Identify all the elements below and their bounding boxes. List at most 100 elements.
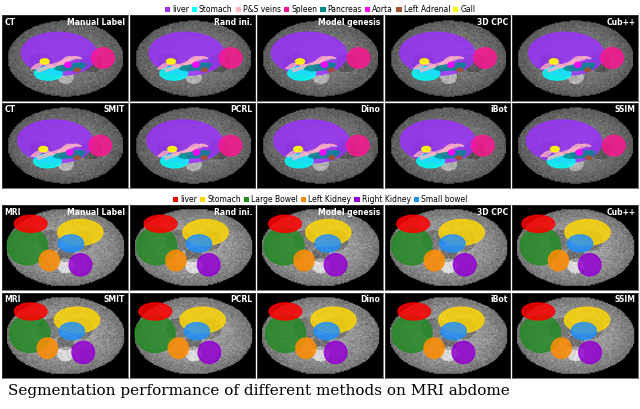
Polygon shape [328,156,335,159]
Polygon shape [400,32,476,75]
Text: iBot: iBot [491,295,508,304]
Polygon shape [420,144,457,160]
Text: SMIT: SMIT [104,106,125,115]
Polygon shape [564,151,595,158]
Polygon shape [264,227,304,265]
Polygon shape [320,150,326,155]
Polygon shape [54,151,85,158]
Polygon shape [584,68,591,72]
Polygon shape [424,250,444,271]
Polygon shape [441,323,466,339]
Polygon shape [161,154,188,168]
Text: Model genesis: Model genesis [318,18,380,27]
Polygon shape [92,48,115,68]
Polygon shape [193,150,200,155]
Polygon shape [293,144,330,160]
Polygon shape [266,315,306,353]
Polygon shape [74,156,80,159]
Polygon shape [550,59,558,64]
Text: Dino: Dino [360,106,380,115]
Polygon shape [392,227,432,265]
Polygon shape [565,220,610,245]
Text: PCRL: PCRL [230,106,253,115]
Polygon shape [168,146,177,152]
Polygon shape [69,254,92,276]
Polygon shape [14,215,47,232]
Polygon shape [269,303,301,320]
Polygon shape [306,220,351,245]
Text: Cub++: Cub++ [607,208,636,217]
Polygon shape [550,146,559,152]
Polygon shape [579,342,602,364]
Polygon shape [7,227,47,265]
Legend: liver, Stomach, P&S veins, Spleen, Pancreas, Aorta, Left Adrenal, Gall: liver, Stomach, P&S veins, Spleen, Pancr… [164,4,476,15]
Polygon shape [324,342,347,364]
Polygon shape [288,67,316,80]
Polygon shape [296,59,305,64]
Polygon shape [586,156,591,159]
Text: Rand ini.: Rand ini. [214,208,253,217]
Polygon shape [576,150,582,155]
Polygon shape [440,235,465,252]
Polygon shape [10,315,50,353]
Polygon shape [449,150,455,155]
Text: Manual Label: Manual Label [67,18,125,27]
Polygon shape [564,307,610,333]
Text: Segmentation performance of different methods on MRI abdome: Segmentation performance of different me… [8,384,510,398]
Polygon shape [166,250,186,271]
Polygon shape [321,62,328,67]
Polygon shape [422,146,431,152]
Polygon shape [551,338,572,358]
Polygon shape [397,215,429,232]
Polygon shape [294,146,303,152]
Polygon shape [452,342,475,364]
Text: 3D CPC: 3D CPC [477,18,508,27]
Polygon shape [474,48,496,68]
Polygon shape [219,135,242,156]
Polygon shape [304,63,336,71]
Polygon shape [602,135,625,156]
Polygon shape [435,63,466,71]
Polygon shape [439,220,484,245]
Polygon shape [136,227,177,265]
Polygon shape [311,307,356,333]
Polygon shape [58,235,84,252]
Polygon shape [274,120,349,163]
Polygon shape [543,67,571,80]
Polygon shape [201,156,207,159]
Polygon shape [457,68,463,72]
Polygon shape [575,62,581,67]
Polygon shape [58,220,103,245]
Polygon shape [18,120,93,163]
Polygon shape [315,235,340,252]
Polygon shape [197,254,220,276]
Polygon shape [166,57,202,72]
Polygon shape [22,32,97,75]
Polygon shape [420,57,457,72]
Polygon shape [520,315,561,353]
Polygon shape [296,338,316,358]
Polygon shape [186,235,212,252]
Polygon shape [568,235,593,252]
Polygon shape [456,156,462,159]
Text: MRI: MRI [4,208,21,217]
Polygon shape [520,227,561,265]
Polygon shape [35,67,62,80]
Polygon shape [54,307,100,333]
Text: 3D CPC: 3D CPC [477,208,508,217]
Polygon shape [38,144,74,160]
Polygon shape [348,48,370,68]
Polygon shape [198,342,221,364]
Polygon shape [179,151,210,158]
Polygon shape [412,67,440,80]
Polygon shape [37,338,58,358]
Polygon shape [89,135,111,156]
Legend: liver, Stomach, Large Bowel, Left Kidney, Right Kidney, Small bowel: liver, Stomach, Large Bowel, Left Kidney… [172,194,468,205]
Polygon shape [139,303,172,320]
Polygon shape [324,254,347,276]
Polygon shape [34,154,61,168]
Polygon shape [184,323,209,339]
Text: CT: CT [4,18,15,27]
Text: Dino: Dino [360,295,380,304]
Polygon shape [328,68,335,72]
